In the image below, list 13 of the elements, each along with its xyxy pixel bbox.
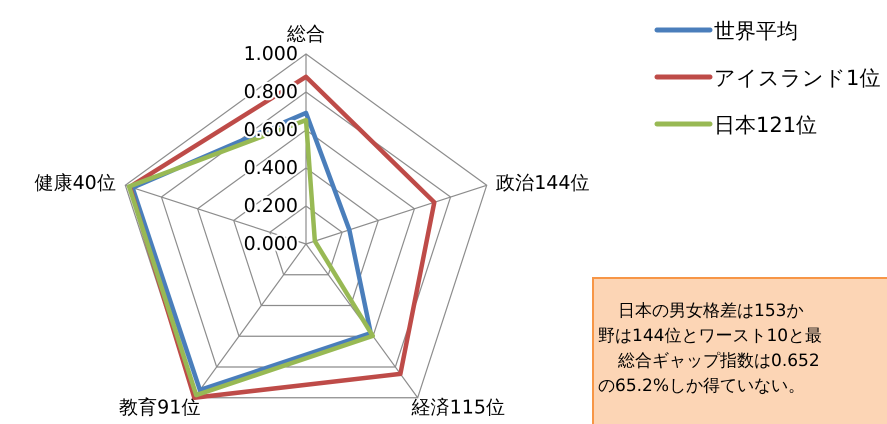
legend-label: 日本121位 — [714, 113, 818, 137]
legend-label: 世界平均 — [714, 19, 798, 43]
spoke-label: 教育91位 — [119, 396, 200, 419]
legend-label: アイスランド1位 — [714, 66, 880, 90]
y-tick-label: 0.000 — [244, 233, 298, 255]
y-tick-label: 0.200 — [244, 195, 298, 217]
spoke-label: 健康40位 — [34, 172, 116, 194]
y-tick-label: 1.000 — [244, 43, 298, 65]
y-tick-label: 0.400 — [244, 157, 298, 179]
spoke-label: 総合 — [286, 23, 325, 45]
annotation: 日本の男女格差は153か 野は144位とワースト10と最 総合ギャップ指数は0.652 の65.2%しか得ていない。 — [592, 277, 887, 424]
spoke-label: 経済115位 — [410, 396, 505, 419]
spoke-label: 政治144位 — [496, 172, 590, 194]
